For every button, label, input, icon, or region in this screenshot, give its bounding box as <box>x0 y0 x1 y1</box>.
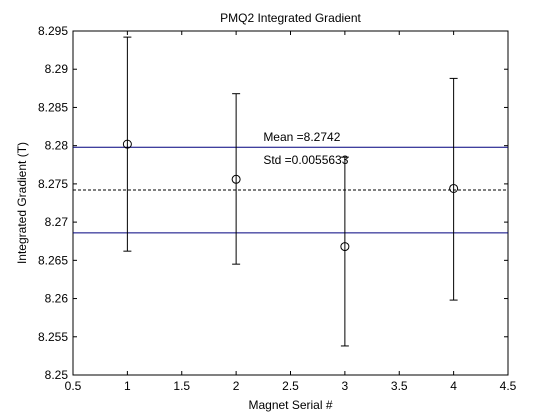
data-point <box>122 139 132 149</box>
x-tick-label: 1.5 <box>173 379 190 393</box>
y-tick-label: 8.285 <box>38 100 68 114</box>
y-tick-label: 8.275 <box>38 177 68 191</box>
y-tick-label: 8.255 <box>38 330 68 344</box>
chart-title: PMQ2 Integrated Gradient <box>220 11 361 25</box>
x-tick-label: 3 <box>342 379 349 393</box>
y-tick-label: 8.27 <box>45 215 69 229</box>
y-tick-label: 8.26 <box>45 292 69 306</box>
annotation-text: Std =0.0055633 <box>263 153 348 167</box>
plot-area <box>72 30 509 376</box>
x-tick-label: 1 <box>124 379 131 393</box>
annotation-text: Mean =8.2742 <box>263 130 340 144</box>
x-axis-title: Magnet Serial # <box>248 398 332 412</box>
y-axis-title: Integrated Gradient (T) <box>15 142 29 264</box>
x-tick-label: 4.5 <box>500 379 517 393</box>
y-tick-label: 8.265 <box>38 253 68 267</box>
x-tick-label: 0.5 <box>65 379 82 393</box>
y-tick-label: 8.295 <box>38 24 68 38</box>
data-point <box>340 242 350 252</box>
x-tick-label: 3.5 <box>391 379 408 393</box>
x-tick-label: 2.5 <box>282 379 299 393</box>
y-tick-label: 8.25 <box>45 368 69 382</box>
y-tick-label: 8.29 <box>45 62 69 76</box>
data-point <box>231 174 241 184</box>
y-tick-label: 8.28 <box>45 139 69 153</box>
data-point <box>449 183 459 193</box>
x-tick-label: 4 <box>450 379 457 393</box>
x-tick-label: 2 <box>233 379 240 393</box>
